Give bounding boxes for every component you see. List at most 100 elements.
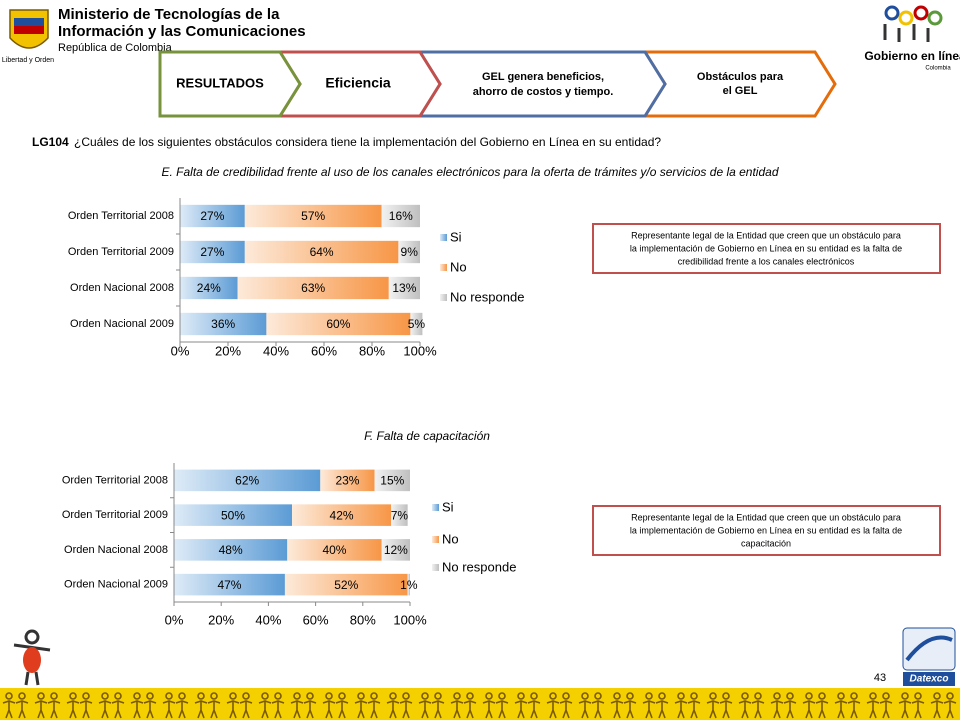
legend-swatch [440, 234, 447, 241]
category-label: Orden Territorial 2009 [62, 509, 168, 521]
ministry-line: República de Colombia [58, 42, 173, 54]
ministry-line: Ministerio de Tecnologías de la [58, 6, 280, 23]
bar-segment [292, 504, 392, 526]
tab [417, 50, 667, 118]
legend-label: No [450, 259, 467, 274]
tab-label: ahorro de costos y tiempo. [473, 86, 614, 98]
x-tick-label: 20% [215, 343, 241, 358]
data-label: 27% [200, 209, 224, 223]
data-label: 16% [389, 209, 413, 223]
bar-segment [374, 469, 410, 492]
legend-label: No responde [442, 559, 516, 574]
ministry-logo: Libertad y Orden [2, 9, 54, 64]
bar-segment [174, 469, 321, 492]
bar-segment [381, 539, 410, 561]
data-label: 23% [335, 474, 359, 488]
category-label: Orden Nacional 2009 [64, 579, 168, 591]
data-label: 50% [221, 508, 245, 522]
tab-label: el GEL [723, 85, 758, 97]
legend-label: Si [442, 499, 454, 514]
tab-label: RESULTADOS [176, 75, 264, 90]
bar-segment [180, 312, 267, 336]
note-line: capacitación [741, 538, 791, 548]
legend-swatch [432, 504, 439, 511]
bar-segment [398, 240, 420, 264]
category-label: Orden Nacional 2009 [70, 318, 174, 330]
bar-segment [174, 504, 292, 526]
tab-label: GEL genera beneficios, [482, 71, 604, 83]
bar-segment [407, 573, 410, 596]
data-label: 36% [211, 317, 235, 331]
note-line: la implementación de Gobierno en Línea e… [630, 525, 902, 535]
data-label: 15% [380, 474, 404, 488]
x-tick-label: 100% [403, 343, 437, 358]
data-label: 42% [330, 508, 354, 522]
x-tick-label: 0% [165, 612, 184, 627]
note-line: credibilidad frente a los canales electr… [678, 256, 855, 266]
note-line: la implementación de Gobierno en Línea e… [630, 243, 902, 253]
tab-label: Eficiencia [325, 75, 391, 91]
bar-segment [284, 573, 408, 596]
data-label: 7% [391, 508, 409, 522]
note-line: Representante legal de la Entidad que cr… [631, 230, 901, 240]
data-label: 27% [200, 245, 224, 259]
data-label: 5% [408, 317, 426, 331]
data-label: 24% [197, 281, 221, 295]
data-label: 1% [400, 578, 418, 592]
x-tick-label: 60% [303, 612, 329, 627]
tab [158, 50, 302, 118]
bar-segment [180, 204, 245, 228]
legend-swatch [440, 264, 447, 271]
bar-segment [244, 240, 399, 264]
category-label: Orden Territorial 2009 [68, 246, 174, 258]
bar-segment [244, 204, 382, 228]
figure-icon [13, 629, 51, 686]
chart-title: F. Falta de capacitación [364, 429, 490, 443]
data-label: 40% [322, 543, 346, 557]
legend-swatch [432, 536, 439, 543]
bar-segment [388, 276, 420, 300]
category-label: Orden Territorial 2008 [62, 474, 168, 486]
data-label: 62% [235, 474, 259, 488]
note-box [592, 505, 941, 556]
data-label: 52% [334, 578, 358, 592]
category-label: Orden Nacional 2008 [70, 282, 174, 294]
x-tick-label: 40% [255, 612, 281, 627]
x-tick-label: 40% [263, 343, 289, 358]
data-label: 48% [219, 543, 243, 557]
bar-segment [180, 240, 245, 264]
legend-label: Si [450, 229, 462, 244]
data-label: 57% [301, 209, 325, 223]
bar-segment [266, 312, 411, 336]
datexco-logo: Datexco [902, 627, 956, 686]
gel-logo: Gobierno en línea Colombia [864, 5, 960, 72]
bar-segment [391, 504, 408, 526]
datexco-text: Datexco [910, 674, 949, 685]
bar-segment [237, 276, 389, 300]
x-tick-label: 0% [171, 343, 190, 358]
ministry-line: Información y las Comunicaciones [58, 23, 306, 40]
bar-segment [320, 469, 375, 492]
legend-swatch [432, 564, 439, 571]
gel-country: Colombia [925, 66, 951, 72]
data-label: 13% [392, 281, 416, 295]
x-tick-label: 20% [208, 612, 234, 627]
note-line: Representante legal de la Entidad que cr… [631, 512, 901, 522]
question-code: LG104 [32, 135, 69, 149]
page-number: 43 [874, 672, 886, 684]
x-tick-label: 60% [311, 343, 337, 358]
x-tick-label: 100% [393, 612, 427, 627]
legend-swatch [440, 294, 447, 301]
x-tick-label: 80% [350, 612, 376, 627]
bar-segment [180, 276, 238, 300]
bar-segment [381, 204, 420, 228]
footer-pattern [0, 688, 960, 720]
tabs: RESULTADOS Eficiencia GEL genera benefic… [158, 50, 837, 118]
data-label: 63% [301, 281, 325, 295]
data-label: 12% [384, 543, 408, 557]
legend-label: No responde [450, 289, 524, 304]
x-tick-label: 80% [359, 343, 385, 358]
bar-segment [174, 573, 285, 596]
data-label: 60% [326, 317, 350, 331]
